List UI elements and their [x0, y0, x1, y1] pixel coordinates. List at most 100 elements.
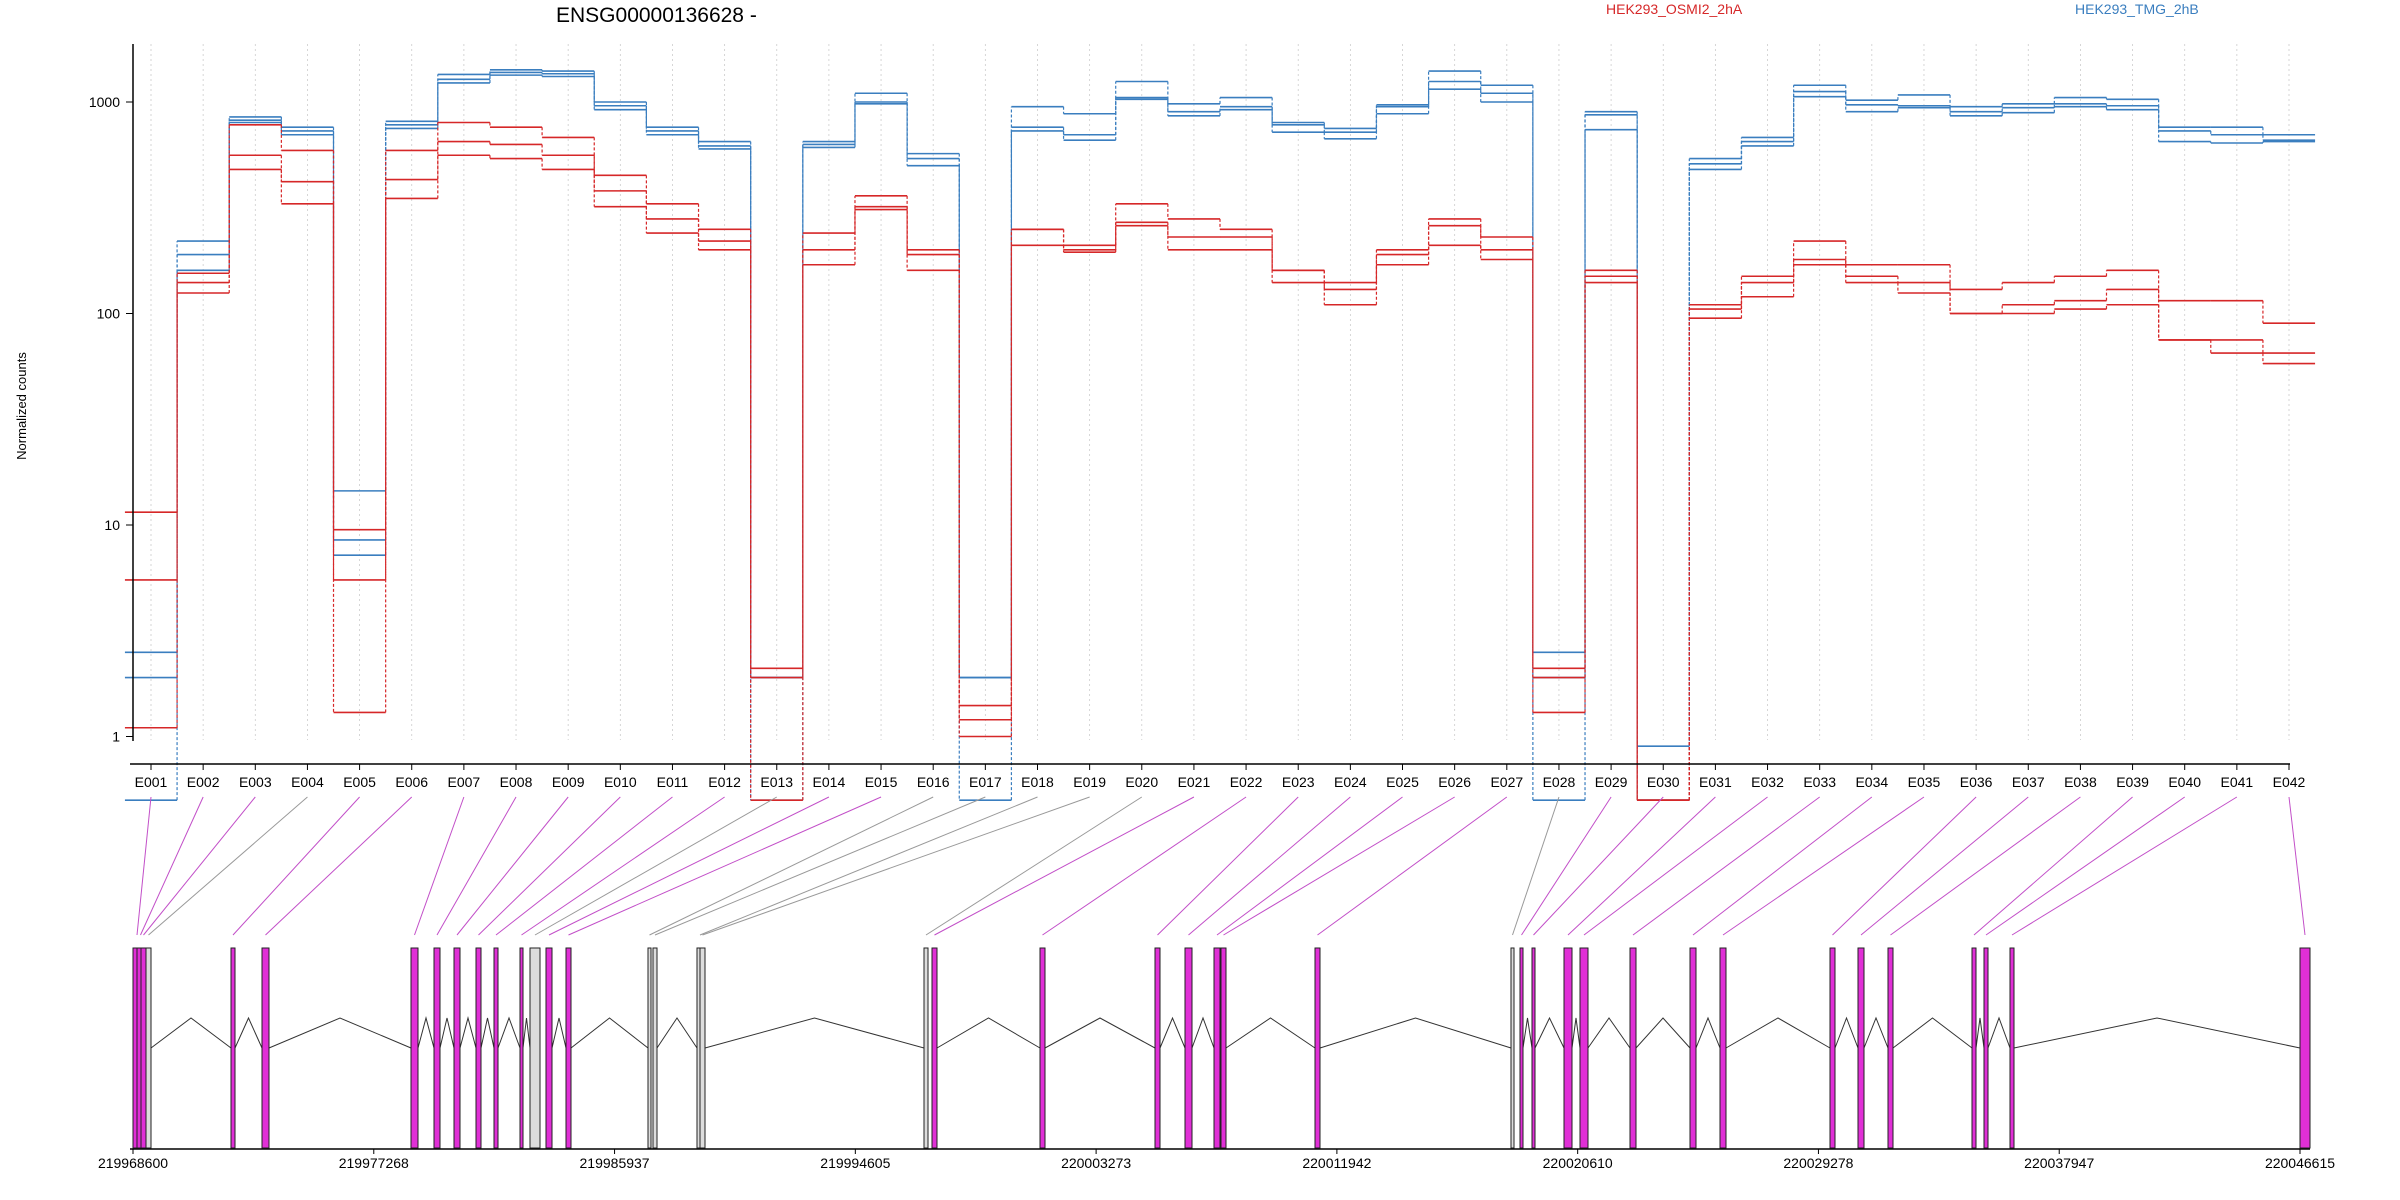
exon-connector	[495, 796, 673, 936]
exon-box	[1039, 947, 1046, 1149]
exon-box	[529, 947, 541, 1149]
exon-box	[545, 947, 553, 1149]
exon-connectors	[136, 796, 2306, 936]
axes	[130, 44, 2290, 765]
x-tick-label: E029	[1595, 774, 1628, 790]
legend-entry-osmi2: HEK293_OSMI2_2hA	[1606, 1, 1743, 17]
exon-connector	[1973, 796, 2133, 936]
intron-line	[1987, 1016, 2011, 1049]
exon-box	[1971, 947, 1977, 1149]
intron-line	[1695, 1016, 1721, 1049]
x-tick-label: E015	[865, 774, 898, 790]
exon-box	[1689, 947, 1697, 1149]
exon-box	[1531, 947, 1536, 1149]
exon-connector	[1632, 796, 1820, 936]
exon-connector	[143, 796, 256, 936]
x-tick-label: E003	[239, 774, 272, 790]
exon-box	[1510, 947, 1515, 1149]
x-tick-label: E002	[187, 774, 220, 790]
x-tick-label: E017	[969, 774, 1002, 790]
exon-connector	[232, 796, 360, 936]
x-tick-label: E021	[1178, 774, 1211, 790]
intron-line	[656, 1017, 698, 1049]
intron-line	[1044, 1017, 1156, 1049]
exon-connector	[1860, 796, 2029, 936]
y-tick-label: 100	[97, 306, 121, 322]
exon-box	[1220, 947, 1227, 1149]
exon-connector	[925, 796, 1143, 936]
x-tick-label: E040	[2168, 774, 2201, 790]
exon-box	[699, 947, 706, 1149]
x-tick-label: E036	[1960, 774, 1993, 790]
legend-entry-tmg: HEK293_TMG_2hB	[2075, 1, 2199, 17]
exon-connector	[136, 796, 152, 936]
exon-box	[1857, 947, 1865, 1149]
exon-box	[1154, 947, 1161, 1149]
intron-line	[1225, 1017, 1316, 1049]
x-tick-label: E024	[1334, 774, 1367, 790]
exon-connector	[1985, 796, 2185, 936]
vertical-grid	[150, 44, 2290, 740]
exon-box	[931, 947, 938, 1149]
coordinate-tick-label: 219985937	[580, 1155, 650, 1171]
exon-connector	[2011, 796, 2238, 936]
intron-line	[1725, 1017, 1831, 1049]
exon-box	[2009, 947, 2015, 1149]
intron-line	[417, 1016, 435, 1049]
exon-connector	[456, 796, 569, 936]
exon-connector	[148, 796, 308, 936]
intron-line	[570, 1017, 649, 1049]
intron-line	[1319, 1017, 1512, 1049]
coordinate-tick-label: 220003273	[1061, 1155, 1131, 1171]
exon-box	[145, 947, 152, 1149]
x-tick-label: E019	[1073, 774, 1106, 790]
exon-connector	[1512, 796, 1560, 936]
exon-box	[230, 947, 236, 1149]
x-tick-label: E041	[2221, 774, 2254, 790]
x-ticks: E001 E002 E003 E004 E005 E006 E007 E008 E009 E010…	[135, 764, 2306, 790]
intron-line	[1522, 1017, 1533, 1049]
y-tick-label: 10	[104, 517, 120, 533]
x-tick-label: E042	[2273, 774, 2306, 790]
exon-box	[1579, 947, 1589, 1149]
y-axis-label: Normalized counts	[14, 352, 29, 460]
series-tmg-1	[124, 71, 2316, 801]
exon-box	[140, 947, 147, 1149]
exon-connector	[1157, 796, 1299, 936]
coordinate-tick-label: 219977268	[339, 1155, 409, 1171]
intron-line	[1863, 1016, 1889, 1049]
intron-line	[2013, 1017, 2301, 1049]
x-tick-label: E033	[1803, 774, 1836, 790]
coordinate-ticks: 219968600 219977268 219985937 219994605 2200…	[98, 1149, 2335, 1171]
exon-box	[410, 947, 419, 1149]
series-tmg-0	[124, 68, 2316, 747]
exon-box	[2299, 947, 2311, 1149]
exon-connector	[534, 796, 778, 936]
intron-line	[1635, 1017, 1691, 1049]
x-tick-label: E013	[760, 774, 793, 790]
exon-connector	[1188, 796, 1351, 936]
intron-line	[150, 1017, 232, 1049]
x-tick-label: E018	[1021, 774, 1054, 790]
exon-box	[261, 947, 270, 1149]
intron-line	[1159, 1016, 1186, 1049]
exon-connector	[1223, 796, 1455, 936]
x-tick-label: E012	[708, 774, 741, 790]
exon-connector	[1832, 796, 1977, 936]
intron-line	[497, 1016, 521, 1049]
exon-connector	[649, 796, 934, 936]
x-tick-label: E039	[2116, 774, 2149, 790]
exon-box	[1314, 947, 1321, 1149]
exon-connector	[1583, 796, 1768, 936]
intron-line	[936, 1017, 1041, 1049]
exon-connector	[2288, 796, 2306, 936]
exon-connector	[654, 796, 986, 936]
series-tmg-2	[124, 74, 2316, 801]
x-tick-label: E031	[1699, 774, 1732, 790]
x-tick-label: E004	[291, 774, 324, 790]
series-osmi2-4	[124, 140, 2316, 801]
intron-line	[234, 1016, 263, 1049]
x-tick-label: E014	[813, 774, 846, 790]
exon-connector	[1567, 796, 1716, 936]
exon-connector	[140, 796, 204, 936]
